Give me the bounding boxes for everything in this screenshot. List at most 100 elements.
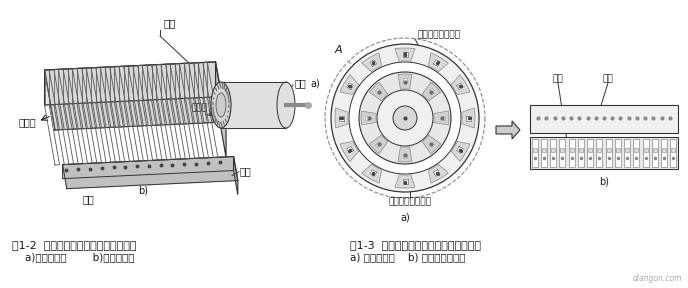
Polygon shape — [335, 108, 348, 128]
Polygon shape — [457, 83, 464, 90]
Text: 图1-3  由旋转电机演变为直线电机的过程: 图1-3 由旋转电机演变为直线电机的过程 — [350, 240, 481, 250]
Polygon shape — [430, 143, 435, 148]
Circle shape — [331, 44, 479, 192]
Polygon shape — [45, 62, 226, 130]
Bar — [578, 139, 584, 167]
Polygon shape — [402, 179, 407, 184]
Polygon shape — [451, 75, 470, 95]
Polygon shape — [221, 82, 286, 128]
Ellipse shape — [216, 93, 226, 117]
Bar — [550, 139, 556, 167]
Bar — [671, 148, 676, 152]
Bar — [542, 148, 546, 152]
Bar — [634, 139, 639, 167]
Bar — [596, 139, 603, 167]
Bar — [662, 148, 666, 152]
Polygon shape — [375, 88, 380, 93]
Bar — [579, 148, 583, 152]
Polygon shape — [395, 48, 415, 61]
Bar — [530, 105, 678, 133]
Polygon shape — [433, 170, 440, 177]
Bar — [532, 139, 538, 167]
Polygon shape — [361, 111, 376, 125]
Polygon shape — [422, 135, 440, 154]
Text: 次级: 次级 — [552, 74, 563, 83]
Polygon shape — [442, 116, 445, 120]
Text: 初级: 初级 — [83, 195, 94, 204]
Bar — [551, 148, 555, 152]
Polygon shape — [369, 82, 388, 101]
Polygon shape — [496, 121, 520, 139]
Polygon shape — [398, 74, 412, 89]
Circle shape — [349, 62, 461, 174]
Bar — [587, 139, 593, 167]
Text: a): a) — [400, 213, 410, 223]
Bar — [560, 148, 564, 152]
Circle shape — [359, 72, 451, 164]
Text: a): a) — [310, 78, 320, 88]
Bar — [634, 148, 638, 152]
Bar — [643, 139, 649, 167]
Polygon shape — [433, 111, 449, 125]
Polygon shape — [340, 141, 358, 161]
Polygon shape — [422, 82, 440, 101]
Text: 笼型转子（次级）: 笼型转子（次级） — [389, 197, 431, 206]
Text: 定子绕组（初级）: 定子绕组（初级） — [417, 30, 460, 39]
Polygon shape — [340, 75, 358, 95]
Polygon shape — [395, 175, 415, 188]
Bar — [607, 148, 611, 152]
Bar — [530, 137, 678, 169]
Polygon shape — [398, 147, 412, 162]
Polygon shape — [347, 83, 354, 90]
Text: 旋转力: 旋转力 — [192, 103, 208, 113]
Polygon shape — [430, 88, 435, 93]
Text: 次级: 次级 — [240, 166, 252, 176]
Polygon shape — [462, 108, 475, 128]
Text: 定子: 定子 — [164, 18, 176, 28]
Polygon shape — [215, 62, 226, 157]
Polygon shape — [45, 62, 215, 105]
Polygon shape — [63, 157, 234, 179]
Polygon shape — [362, 53, 382, 72]
Text: 推进力: 推进力 — [18, 118, 36, 128]
Bar — [652, 139, 658, 167]
Bar — [670, 139, 676, 167]
Circle shape — [393, 106, 417, 130]
Bar — [597, 148, 601, 152]
Text: a) 沿径向剖开    b) 把圆周展成直线: a) 沿径向剖开 b) 把圆周展成直线 — [350, 252, 466, 262]
Polygon shape — [370, 170, 376, 177]
Polygon shape — [63, 157, 238, 189]
Polygon shape — [429, 164, 449, 183]
Bar — [605, 139, 612, 167]
Text: 图1-2  旋转电动机和直线电动机示意图: 图1-2 旋转电动机和直线电动机示意图 — [12, 240, 136, 250]
Polygon shape — [375, 143, 380, 148]
Polygon shape — [339, 115, 344, 120]
Text: diangon.com: diangon.com — [632, 274, 682, 283]
Bar — [533, 148, 537, 152]
Text: b): b) — [599, 177, 609, 187]
Polygon shape — [365, 116, 368, 120]
Polygon shape — [451, 141, 470, 161]
Text: A: A — [334, 45, 342, 55]
Bar — [569, 139, 574, 167]
Polygon shape — [429, 53, 449, 72]
Bar — [541, 139, 547, 167]
Polygon shape — [402, 52, 407, 57]
Circle shape — [377, 90, 433, 146]
Bar — [616, 148, 620, 152]
Polygon shape — [433, 60, 440, 67]
Bar — [570, 148, 574, 152]
Polygon shape — [403, 78, 407, 81]
Polygon shape — [362, 164, 382, 183]
Bar — [625, 148, 629, 152]
Polygon shape — [347, 146, 354, 153]
Polygon shape — [218, 97, 223, 126]
Polygon shape — [457, 146, 464, 153]
Bar — [615, 139, 621, 167]
Text: 转子: 转子 — [295, 78, 307, 88]
Bar — [644, 148, 647, 152]
Text: 初级: 初级 — [603, 74, 614, 83]
Polygon shape — [370, 60, 376, 67]
Bar — [653, 148, 657, 152]
Text: a)旋转电动机        b)直线电动机: a)旋转电动机 b)直线电动机 — [12, 252, 134, 262]
